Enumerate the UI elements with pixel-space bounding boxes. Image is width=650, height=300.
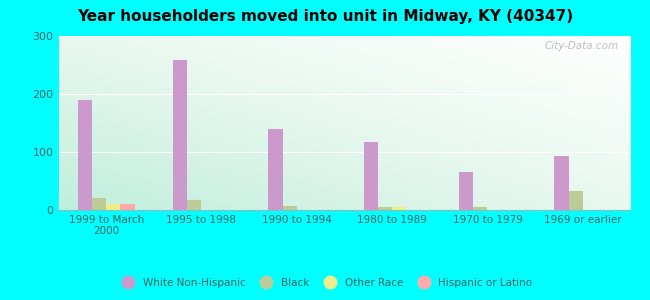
Bar (473, 206, 488, 210)
Bar (363, 142, 378, 210)
Bar (378, 207, 392, 210)
Legend: White Non-Hispanic, Black, Other Race, Hispanic or Latino: White Non-Hispanic, Black, Other Race, H… (113, 274, 537, 292)
Bar (283, 206, 297, 210)
Bar (569, 191, 583, 210)
Bar (120, 204, 135, 210)
Text: Year householders moved into unit in Midway, KY (40347): Year householders moved into unit in Mid… (77, 9, 573, 24)
Bar (554, 156, 569, 210)
Bar (173, 60, 187, 210)
Bar (459, 172, 473, 210)
Bar (392, 207, 406, 210)
Bar (106, 204, 120, 210)
Bar (268, 129, 283, 210)
Bar (92, 198, 106, 210)
Bar (77, 100, 92, 210)
Text: City-Data.com: City-Data.com (545, 41, 619, 51)
Bar (187, 200, 202, 210)
